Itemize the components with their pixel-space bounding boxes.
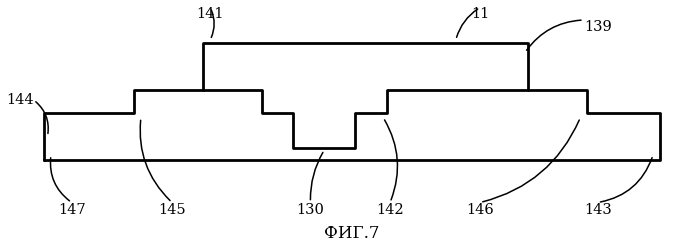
Text: 147: 147 [58, 202, 86, 216]
Text: 142: 142 [376, 202, 404, 216]
Text: 145: 145 [158, 202, 186, 216]
Text: 141: 141 [196, 8, 224, 22]
Text: 144: 144 [6, 93, 34, 107]
Text: 11: 11 [471, 8, 489, 22]
Text: 130: 130 [297, 202, 325, 216]
Text: ФИГ.7: ФИГ.7 [325, 226, 380, 242]
Text: 143: 143 [584, 202, 611, 216]
Text: 139: 139 [584, 20, 611, 34]
Text: 146: 146 [466, 202, 494, 216]
